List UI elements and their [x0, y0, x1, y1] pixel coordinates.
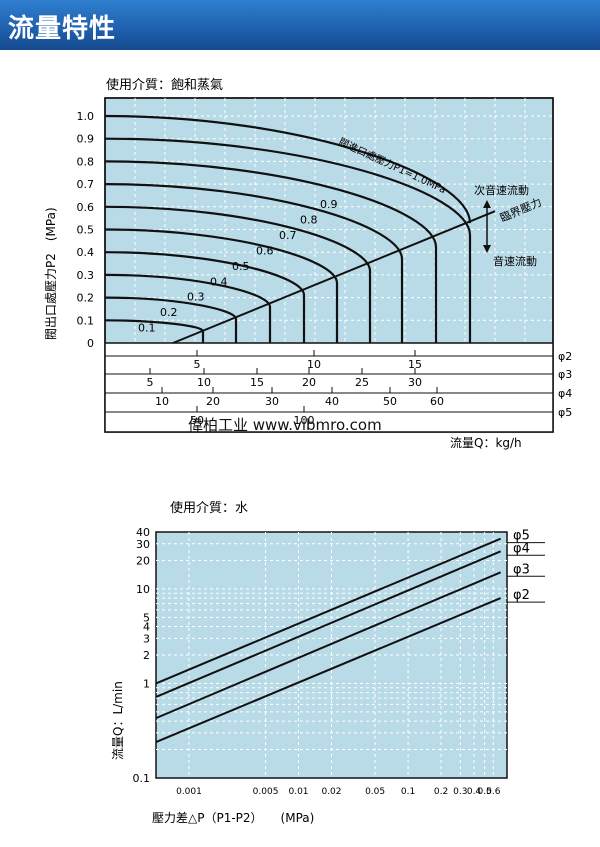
chart1-scale-tick-label: 40 — [325, 395, 339, 408]
chart2-ytick-label: 30 — [136, 538, 150, 551]
chart1-ytick-label: 0.9 — [77, 133, 95, 146]
chart1-curve-label: 0.2 — [160, 306, 178, 319]
chart1-medium: 使用介質：飽和蒸氣 — [106, 77, 223, 93]
chart1-curve-label: 0.7 — [279, 229, 297, 242]
chart1-ytick-label: 0.4 — [77, 246, 95, 259]
chart2-xlabel: 壓力差△P（P1-P2） (MPa) — [152, 811, 314, 825]
chart1-scale-tick-label: 25 — [355, 376, 369, 389]
chart2-xtick-label: 0.05 — [365, 787, 385, 797]
chart2-medium: 使用介質：水 — [170, 500, 248, 516]
chart1-arrow-down — [483, 245, 491, 253]
chart2-series-label: φ3 — [513, 562, 530, 577]
chart2-ytick-label: 3 — [143, 632, 150, 645]
chart2-ytick-label: 4 — [143, 621, 150, 634]
chart1-scale-name: φ5 — [558, 406, 572, 419]
chart1-scale-name: φ2 — [558, 350, 572, 363]
chart1-ytick-label: 0.8 — [77, 155, 95, 168]
chart2-xtick-label: 0.4 — [467, 787, 482, 797]
chart1-plot-area — [104, 97, 554, 433]
chart2-ytick-label: 5 — [143, 611, 150, 624]
chart2-ytick-label: 0.1 — [133, 772, 151, 785]
chart1-ytick-label: 0 — [87, 337, 94, 350]
chart2-series-label: φ2 — [513, 588, 530, 603]
chart1-scale-tick-label: 5 — [194, 358, 201, 371]
chart2-ytick-label: 10 — [136, 583, 150, 596]
chart1-critical-line — [172, 210, 496, 344]
chart2-ytick-label: 1 — [143, 677, 150, 690]
chart2-series-line — [155, 537, 502, 685]
chart2-series-label: φ4 — [513, 541, 530, 556]
chart2-series-line — [155, 571, 502, 720]
chart1-scale-tick-label: 60 — [430, 395, 444, 408]
chart1-scale-tick-label: 30 — [265, 395, 279, 408]
chart1-ytick-label: 0.2 — [77, 292, 95, 305]
chart1-curve-label: 0.9 — [320, 198, 338, 211]
chart1-scale-tick-label: 15 — [408, 358, 422, 371]
chart1-curve-label: 0.5 — [232, 260, 250, 273]
chart1-scale-bg — [105, 343, 553, 432]
chart2-xtick-label: 0.02 — [321, 787, 341, 797]
chart1-scale-tick-label: 50 — [383, 395, 397, 408]
chart1-ytick-label: 0.1 — [77, 314, 95, 327]
chart1-border — [104, 97, 554, 433]
chart1-scale-tick-label: 5 — [147, 376, 154, 389]
chart1-arrow-up — [483, 200, 491, 208]
chart2-ytick-label: 20 — [136, 554, 150, 567]
chart1-ytick-label: 0.6 — [77, 201, 95, 214]
chart1-curve-label: 0.8 — [300, 214, 318, 227]
chart2-series-line — [155, 597, 502, 743]
header-bar — [0, 0, 600, 50]
chart2-xtick-label: 0.2 — [434, 787, 448, 797]
chart2-xtick-label: 0.01 — [288, 787, 308, 797]
chart2-series-line — [155, 550, 502, 698]
chart1-scale-tick-label: 10 — [307, 358, 321, 371]
chart1-curve-label: 0.3 — [187, 291, 205, 304]
chart1-scale-tick-label: 20 — [302, 376, 316, 389]
chart2-xtick-label: 0.6 — [486, 787, 501, 797]
chart1-curve-p1 — [104, 114, 472, 224]
watermark: 偉柏工业 www.vibmro.com — [188, 416, 382, 434]
chart2-ytick-label: 40 — [136, 526, 150, 539]
chart1-grid — [105, 98, 553, 343]
chart1-ytick-label: 0.7 — [77, 178, 95, 191]
chart1-scale-tick-label: 15 — [250, 376, 264, 389]
chart2-xtick-label: 0.1 — [401, 787, 415, 797]
chart2-ytick-label: 2 — [143, 649, 150, 662]
chart2-ylabel: 流量Q：L/min — [111, 681, 125, 760]
chart1-scale-name: φ3 — [558, 368, 572, 381]
chart1-curve-label: 0.6 — [256, 244, 274, 257]
chart1-ylabel: 閥出口處壓力P2 (MPa) — [44, 207, 58, 340]
chart1-scale-tick-label: 10 — [155, 395, 169, 408]
chart1-scale-tick-label: 10 — [197, 376, 211, 389]
chart1-subsonic-label: 次音速流動 — [474, 183, 529, 197]
chart1-scale-tick-label: 30 — [408, 376, 422, 389]
chart1-y-ticks: 1.0 0.9 0.8 0.7 0.6 0.5 0.4 0.3 0.2 0.1 0 — [77, 110, 95, 350]
chart2-xtick-label: 0.005 — [253, 787, 279, 797]
chart1-ytick-label: 1.0 — [77, 110, 95, 123]
chart2-xtick-label: 0.3 — [453, 787, 467, 797]
chart1-ytick-label: 0.3 — [77, 269, 95, 282]
chart1-scale-name: φ4 — [558, 387, 572, 400]
chart1-scale-tick-label: 20 — [206, 395, 220, 408]
chart2-series-label: φ5 — [513, 529, 530, 544]
page-title: 流量特性 — [8, 14, 117, 44]
chart2-grid — [156, 532, 507, 778]
chart2-xtick-label: 0.001 — [176, 787, 202, 797]
chart1-curve-labels: 0.1 0.2 0.3 0.4 0.5 0.6 0.70.80.9 — [138, 198, 338, 334]
chart1-curve-label: 0.4 — [210, 275, 228, 288]
chart1-sonic-label: 音速流動 — [493, 254, 537, 268]
chart1-scale-tick-label: 50 — [190, 414, 204, 427]
chart1-ytick-label: 0.5 — [77, 224, 95, 237]
chart1-curve — [104, 251, 306, 343]
chart1-curve-label: 0.1 — [138, 322, 156, 335]
chart1-xlabel: 流量Q：kg/h — [450, 436, 522, 450]
chart1-scale-tick-label: 100 — [294, 414, 315, 427]
chart1-curves — [104, 114, 496, 344]
chart2-xtick-label: 0.5 — [477, 787, 491, 797]
